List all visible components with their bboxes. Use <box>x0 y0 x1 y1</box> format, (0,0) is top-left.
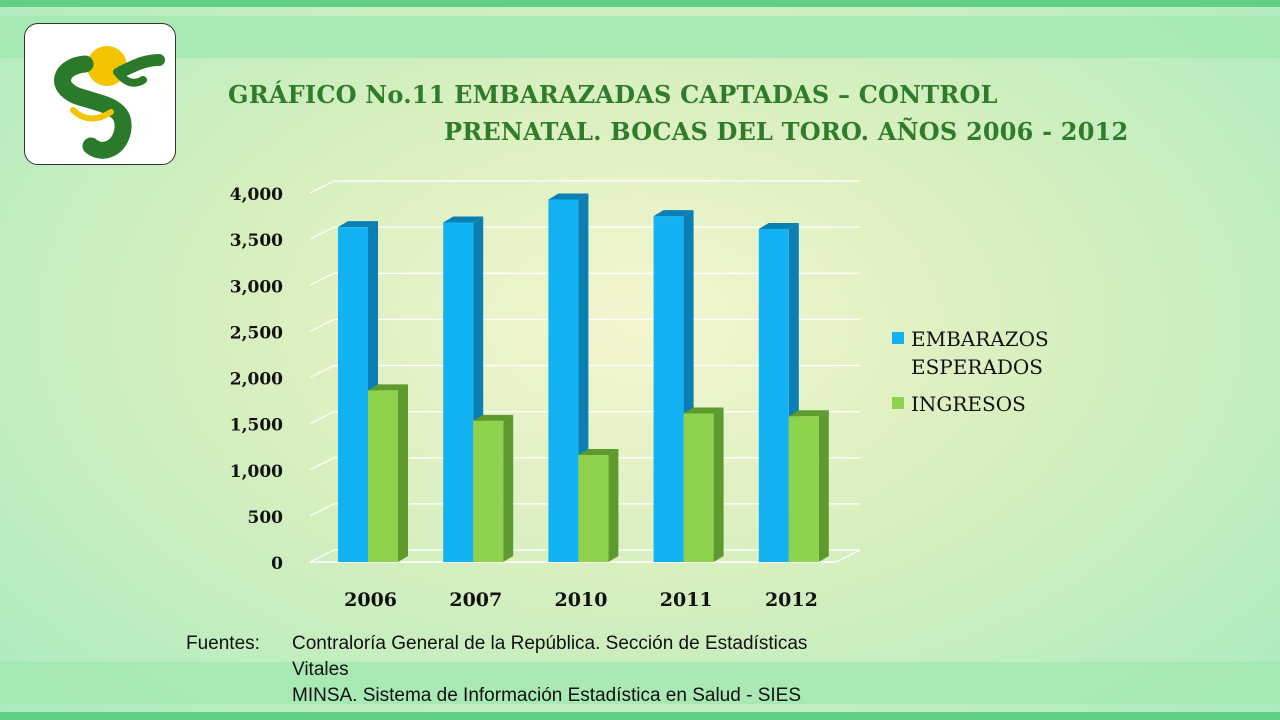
bar-top-face <box>653 210 694 217</box>
bar-top-face <box>788 410 829 417</box>
chart-title-line-2: PRENATAL. BOCAS DEL TORO. AÑOS 2006 - 20… <box>444 117 1129 146</box>
chart-title-line-1: GRÁFICO No.11 EMBARAZADAS CAPTADAS – CON… <box>228 80 998 109</box>
bar-esperados <box>443 216 484 562</box>
x-tick-label: 2011 <box>660 589 713 611</box>
gridline-depth <box>309 226 335 240</box>
bar-side-face <box>713 407 724 562</box>
source-line-3: MINSA. Sistema de Información Estadístic… <box>292 685 802 706</box>
bar-front-face <box>578 454 609 562</box>
bar-top-face <box>683 407 724 414</box>
y-tick-label: 500 <box>248 508 284 528</box>
bar-top-face <box>338 221 378 228</box>
bar-front-face <box>338 227 368 562</box>
x-tick-label: 2006 <box>344 589 397 611</box>
x-tick-label: 2007 <box>449 589 502 611</box>
bar-side-face <box>398 384 408 562</box>
bar-ingresos <box>683 407 724 562</box>
bottom-decorative-strip <box>0 662 1280 704</box>
legend-label: ESPERADOS <box>911 355 1043 379</box>
y-tick-label: 2,500 <box>230 323 283 343</box>
bar-side-face <box>818 410 829 562</box>
bottom-decorative-band <box>0 712 1280 720</box>
source-label: Fuentes: <box>186 633 260 654</box>
bar-top-face <box>443 216 484 223</box>
y-tick-label: 0 <box>271 554 283 574</box>
caduceus-s-snake-logo-icon <box>54 46 165 159</box>
source-line-2: Vitales <box>292 659 349 680</box>
y-tick-label: 1,000 <box>230 462 283 482</box>
bar-esperados <box>338 221 378 562</box>
y-tick-label: 3,500 <box>230 231 283 251</box>
x-tick-label: 2010 <box>555 589 608 611</box>
bar-top-face <box>548 193 589 200</box>
logo <box>24 23 176 165</box>
bar-side-face <box>503 414 514 562</box>
top-decorative-strip <box>0 16 1280 58</box>
bar-front-face <box>683 413 714 562</box>
gridline-depth <box>309 364 335 379</box>
bar-top-face <box>578 448 619 455</box>
bar-top-face <box>758 222 799 229</box>
bar-top-face <box>473 414 514 421</box>
gridline-depth <box>309 180 335 194</box>
gridline-depth <box>309 549 335 563</box>
top-decorative-band <box>0 0 1280 7</box>
bar-ingresos <box>368 384 408 562</box>
floor-side-edge <box>835 549 861 563</box>
bar-front-face <box>653 216 684 562</box>
x-tick-label: 2012 <box>765 589 818 611</box>
gridline-depth <box>309 457 335 471</box>
bar-top-face <box>368 384 408 391</box>
y-tick-label: 1,500 <box>230 416 283 436</box>
source-line-1: Contraloría General de la República. Sec… <box>292 633 808 654</box>
bar-ingresos <box>788 410 829 562</box>
bar-front-face <box>548 199 579 562</box>
legend-label: EMBARAZOS <box>911 327 1049 351</box>
gridline-depth <box>309 318 335 332</box>
gridline-depth <box>309 503 335 517</box>
bar-front-face <box>758 228 789 563</box>
legend-swatch-esperados <box>892 332 904 344</box>
bar-side-face <box>608 448 619 562</box>
bar-front-face <box>473 420 504 562</box>
bar-ingresos <box>473 414 514 562</box>
y-tick-label: 2,000 <box>230 370 283 390</box>
bar-front-face <box>443 222 474 562</box>
gridline-depth <box>309 411 335 425</box>
bar-esperados <box>548 193 589 562</box>
bar-ingresos <box>578 448 619 562</box>
bar-front-face <box>368 390 398 562</box>
bar-front-face <box>788 416 819 562</box>
gridline-depth <box>309 272 335 286</box>
y-tick-label: 4,000 <box>230 185 283 205</box>
legend-swatch-ingresos <box>892 397 904 409</box>
y-tick-label: 3,000 <box>230 277 283 297</box>
legend-label: INGRESOS <box>911 392 1026 416</box>
